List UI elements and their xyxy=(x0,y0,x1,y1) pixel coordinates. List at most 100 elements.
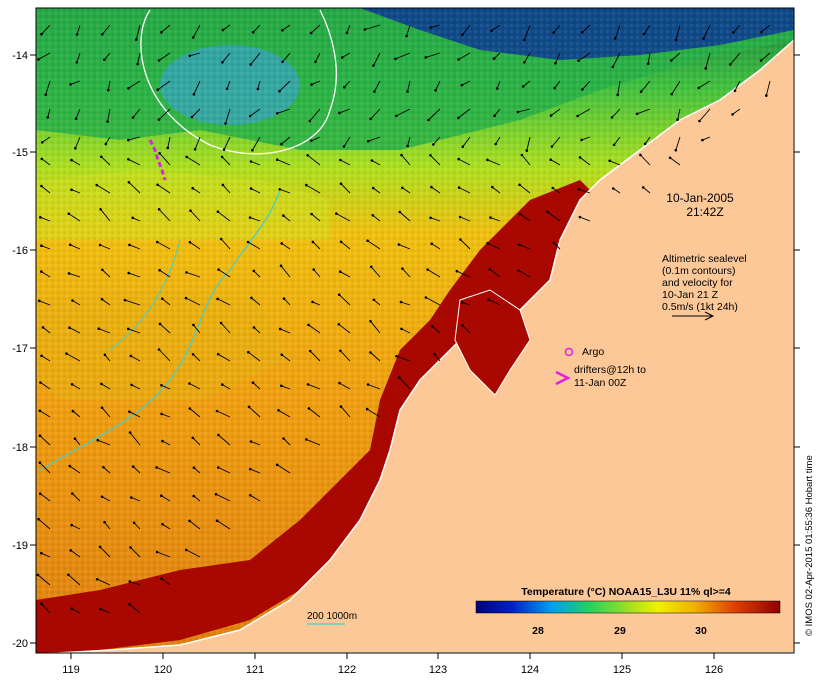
velocity-arrow xyxy=(281,354,291,362)
velocity-arrow-head xyxy=(215,519,219,522)
velocity-arrow-head xyxy=(184,296,188,300)
velocity-arrow-head xyxy=(67,272,71,275)
velocity-arrow xyxy=(283,215,291,222)
velocity-arrow-head xyxy=(247,350,250,354)
velocity-arrow xyxy=(100,608,111,614)
x-tick-label: 120 xyxy=(154,664,172,676)
argo-label: Argo xyxy=(582,346,604,358)
velocity-arrow-head xyxy=(188,54,192,58)
velocity-arrow xyxy=(282,52,291,63)
velocity-arrow-head xyxy=(160,31,163,34)
velocity-arrow-head xyxy=(280,242,284,245)
credit-text: © IMOS 02-Apr-2015 01:55:36 Hobart time xyxy=(804,455,815,636)
velocity-arrow xyxy=(103,466,111,474)
drifters-label: drifters@12h to xyxy=(574,364,646,376)
velocity-arrow-head xyxy=(580,138,583,142)
velocity-arrow-head xyxy=(577,59,580,62)
velocity-arrow-head xyxy=(68,243,72,247)
date-label: 10-Jan-2005 xyxy=(666,191,734,205)
drifter-icon xyxy=(555,370,571,386)
velocity-arrow xyxy=(313,269,321,278)
velocity-arrow-head xyxy=(400,327,403,331)
velocity-arrow-head xyxy=(670,59,673,62)
velocity-arrow-head xyxy=(338,381,341,385)
velocity-arrow xyxy=(396,355,411,362)
velocity-arrow xyxy=(158,349,171,362)
velocity-arrow xyxy=(554,80,561,89)
velocity-arrow-head xyxy=(166,146,170,150)
colorbar-tick: 29 xyxy=(614,625,626,637)
velocity-arrow xyxy=(311,213,321,222)
velocity-arrow-head xyxy=(70,383,74,386)
velocity-arrow xyxy=(41,24,51,35)
x-tick-label: 121 xyxy=(246,664,264,676)
velocity-arrow xyxy=(38,52,51,60)
velocity-arrow xyxy=(75,108,81,119)
velocity-arrow-head xyxy=(581,88,584,91)
velocity-arrow xyxy=(733,24,741,33)
velocity-arrow xyxy=(399,211,411,222)
velocity-arrow xyxy=(458,52,471,60)
y-tick-label: -20 xyxy=(12,638,28,650)
velocity-arrow-head xyxy=(305,183,308,187)
velocity-arrow xyxy=(311,80,321,86)
velocity-arrow-head xyxy=(345,31,349,35)
velocity-arrow-head xyxy=(75,33,79,36)
velocity-arrow-head xyxy=(225,87,229,91)
velocity-arrow xyxy=(308,324,321,334)
velocity-arrow xyxy=(128,158,141,166)
velocity-arrow-head xyxy=(100,297,104,301)
velocity-arrow-head xyxy=(251,381,255,385)
velocity-arrow-head xyxy=(67,212,71,215)
velocity-arrow-head xyxy=(74,117,78,120)
velocity-arrow-head xyxy=(369,351,372,354)
velocity-arrow-head xyxy=(646,62,650,65)
velocity-arrow xyxy=(340,350,351,362)
velocity-arrow-head xyxy=(128,243,131,247)
velocity-arrow xyxy=(216,520,231,530)
velocity-arrow-head xyxy=(69,549,73,552)
velocity-arrow-head xyxy=(581,31,584,34)
velocity-arrow xyxy=(281,385,291,390)
velocity-arrow-head xyxy=(397,243,401,246)
velocity-arrow-head xyxy=(216,297,219,301)
velocity-arrow-head xyxy=(429,154,432,157)
x-tick-label: 125 xyxy=(613,664,631,676)
velocity-arrow xyxy=(251,297,261,306)
velocity-arrow-head xyxy=(39,492,42,496)
depth-contour-200m xyxy=(109,239,181,351)
velocity-arrow xyxy=(374,80,381,92)
velocity-arrow xyxy=(702,136,711,141)
velocity-arrow-head xyxy=(102,465,105,469)
velocity-arrow xyxy=(128,328,141,334)
velocity-arrow-head xyxy=(107,88,110,92)
velocity-arrow-head xyxy=(71,299,74,302)
velocity-arrow-head xyxy=(192,494,195,498)
velocity-arrow xyxy=(98,328,111,334)
velocity-arrow xyxy=(74,438,81,446)
velocity-arrow-head xyxy=(371,214,375,217)
velocity-arrow xyxy=(340,406,351,418)
velocity-arrow xyxy=(133,522,141,530)
warm-coastal-water xyxy=(36,180,600,653)
velocity-arrow-head xyxy=(434,89,437,92)
velocity-arrow-head xyxy=(128,410,131,414)
velocity-arrow-head xyxy=(461,33,464,37)
velocity-arrow xyxy=(74,136,81,149)
velocity-arrow xyxy=(578,52,591,62)
velocity-arrow-head xyxy=(399,300,403,304)
velocity-arrow-head xyxy=(371,186,375,190)
colorbar xyxy=(475,600,781,614)
velocity-arrow xyxy=(217,211,231,222)
velocity-arrow-head xyxy=(131,216,134,220)
velocity-arrow-head xyxy=(674,148,678,152)
velocity-arrow-head xyxy=(160,384,163,387)
velocity-arrow-head xyxy=(251,148,254,152)
x-axis: 119 120 121 122 123 124 125 126 xyxy=(62,653,723,676)
velocity-arrow-head xyxy=(668,156,672,160)
info-line: 10-Jan 21 Z xyxy=(662,289,719,301)
velocity-arrow-head xyxy=(670,92,674,96)
velocity-arrow xyxy=(493,52,501,59)
velocity-arrow xyxy=(705,52,711,69)
velocity-arrow xyxy=(578,188,591,194)
